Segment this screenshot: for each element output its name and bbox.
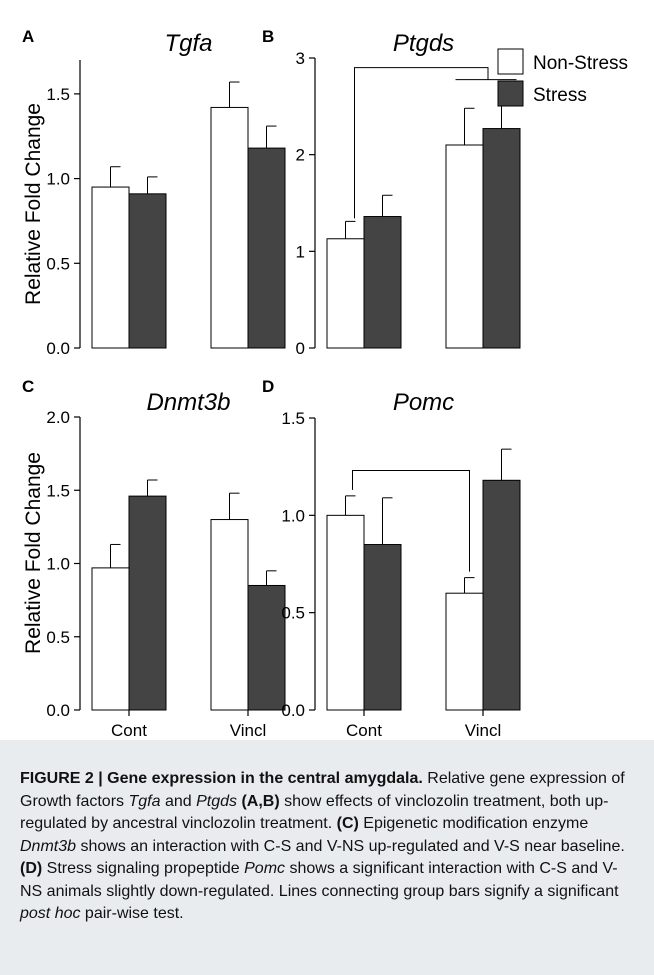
panel-B: B Ptgds 0 1 2 3 [262,27,521,358]
y-tick-label: 0.0 [46,701,70,720]
y-tick-label: 0.5 [46,254,70,273]
panel-letter: C [22,377,34,396]
y-tick-label: 1.5 [46,481,70,500]
significance-bracket [352,470,470,572]
panel-letter: B [262,27,274,46]
panel-letter: A [22,27,34,46]
x-tick-label: Cont [346,721,382,740]
y-tick-label: 0.0 [46,339,70,358]
bar-stress-cont [363,544,402,711]
legend: Non-Stress Stress [497,48,628,107]
bar-stress-vincl [247,147,286,349]
bar-stress-cont [363,216,402,349]
bar-stress-cont [128,495,167,711]
y-tick-label: 1.0 [46,170,70,189]
panel-title: Pomc [393,389,454,416]
bar-non-stress-cont [91,186,130,349]
bar-stress-vincl [482,479,521,711]
figure-caption: FIGURE 2 | Gene expression in the centra… [20,770,625,922]
significance-bracket [354,67,489,219]
y-tick-label: 2 [296,146,305,165]
bar-stress-vincl [247,584,286,711]
y-axis-label: Relative Fold Change [22,452,45,654]
x-tick-label: Cont [111,721,147,740]
y-tick-label: 0.5 [46,628,70,647]
y-tick-label: 0.5 [281,604,305,623]
bar-non-stress-cont [326,514,365,711]
bar-non-stress-vincl [445,144,484,349]
panel-D: D Pomc 0.0 0.5 1.0 1.5 Cont Vincl [262,377,521,740]
figure-chart: A Tgfa 0.0 0.5 1.0 1.5 B Ptgds 0 1 2 3 C Dnmt3b 0.0 0.5… [22,27,628,740]
y-tick-label: 1.5 [46,85,70,104]
legend-swatch [497,80,524,107]
bar-non-stress-cont [326,238,365,349]
y-tick-label: 0 [296,339,305,358]
bar-stress-vincl [482,128,521,349]
y-tick-label: 2.0 [46,408,70,427]
caption-label: FIGURE 2 | Gene expression in the centra… [20,770,423,787]
y-tick-label: 1.5 [281,409,305,428]
y-tick-label: 1.0 [46,555,70,574]
bar-non-stress-vincl [210,519,249,711]
y-tick-label: 1.0 [281,506,305,525]
bar-non-stress-vincl [445,592,484,711]
panel-title: Tgfa [164,30,212,57]
panel-A: A Tgfa 0.0 0.5 1.0 1.5 [22,27,286,358]
caption-box [0,740,654,975]
y-tick-label: 0.0 [281,701,305,720]
y-axis-label: Relative Fold Change [22,103,45,305]
panel-letter: D [262,377,274,396]
bar-non-stress-vincl [210,106,249,349]
y-tick-label: 1 [296,242,305,261]
panel-title: Dnmt3b [146,389,230,416]
bar-non-stress-cont [91,567,130,711]
x-tick-label: Vincl [230,721,267,740]
x-tick-label: Vincl [465,721,502,740]
y-tick-label: 3 [296,49,305,68]
panel-C: C Dnmt3b 0.0 0.5 1.0 1.5 2.0 Cont Vincl [22,377,286,740]
bar-stress-cont [128,193,167,349]
legend-label: Stress [533,85,587,106]
legend-label: Non-Stress [533,53,628,74]
panel-title: Ptgds [393,30,454,57]
legend-swatch [497,48,524,75]
